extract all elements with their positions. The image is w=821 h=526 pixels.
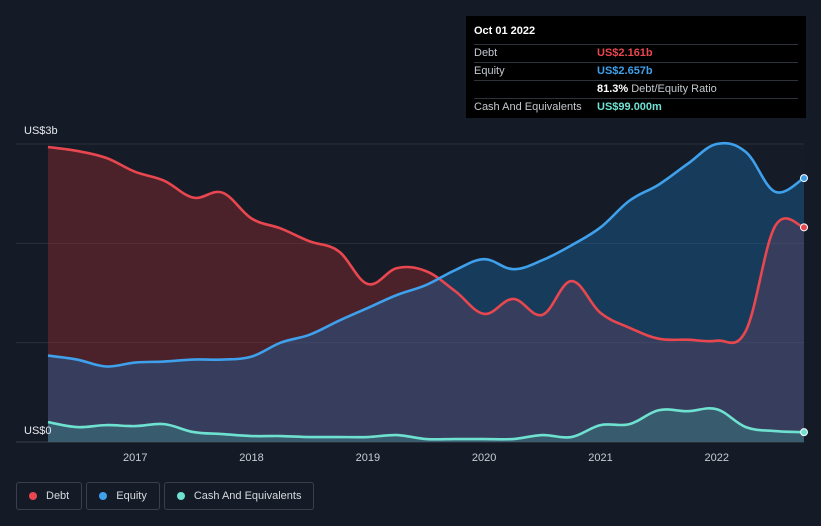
line-debt <box>47 145 805 345</box>
area-equity <box>48 143 804 442</box>
marker-cash-and-equivalents <box>800 428 808 437</box>
legend-label-equity: Equity <box>116 490 147 502</box>
tooltip-debt-label: Debt <box>474 47 498 59</box>
tooltip-date: Oct 01 2022 <box>474 22 798 45</box>
area-cash-and-equivalents <box>48 408 804 442</box>
legend-item-debt[interactable]: Debt <box>16 482 83 510</box>
tooltip-ratio-value: 81.3% <box>597 83 629 95</box>
tooltip-row-debt: Debt US$2.161b <box>474 45 798 63</box>
tooltip-ratio: 81.3% Debt/Equity Ratio <box>597 81 717 98</box>
tooltip-row-ratio: 81.3% Debt/Equity Ratio <box>474 81 798 99</box>
tooltip-ratio-spacer <box>474 81 597 98</box>
x-tick-label: 2017 <box>123 452 147 464</box>
x-tick-label: 2022 <box>705 452 729 464</box>
line-cash-and-equivalents <box>47 406 805 441</box>
x-tick-label: 2019 <box>356 452 380 464</box>
line-equity <box>47 141 805 368</box>
tooltip-debt-value: US$2.161b <box>597 47 653 59</box>
marker-debt <box>800 223 808 232</box>
marker-equity <box>800 174 808 183</box>
chart-legend: Debt Equity Cash And Equivalents <box>16 482 318 510</box>
x-tick-label: 2018 <box>239 452 263 464</box>
legend-dot-debt <box>29 492 37 500</box>
tooltip-equity-label: Equity <box>474 65 505 77</box>
tooltip-equity-value: US$2.657b <box>597 65 653 77</box>
legend-label-debt: Debt <box>46 490 70 502</box>
legend-item-equity[interactable]: Equity <box>86 482 160 510</box>
tooltip-ratio-label: Debt/Equity Ratio <box>631 83 717 95</box>
tooltip-panel: Oct 01 2022 Debt US$2.161b Equity US$2.6… <box>466 16 806 118</box>
y-axis-top-label: US$3b <box>24 125 58 137</box>
x-tick-label: 2020 <box>472 452 496 464</box>
tooltip-cash-label: Cash And Equivalents <box>474 101 582 113</box>
area-debt <box>48 146 804 443</box>
y-axis-bottom-label: US$0 <box>24 425 52 437</box>
legend-dot-equity <box>99 492 108 500</box>
legend-label-cash: Cash And Equivalents <box>193 490 302 502</box>
legend-dot-cash <box>176 492 185 500</box>
tooltip-cash-value: US$99.000m <box>597 101 662 113</box>
x-tick-label: 2021 <box>588 452 612 464</box>
tooltip-row-cash: Cash And Equivalents US$99.000m <box>474 99 798 116</box>
legend-item-cash[interactable]: Cash And Equivalents <box>163 482 315 510</box>
plot-area <box>48 144 804 442</box>
tooltip-row-equity: Equity US$2.657b <box>474 63 798 81</box>
